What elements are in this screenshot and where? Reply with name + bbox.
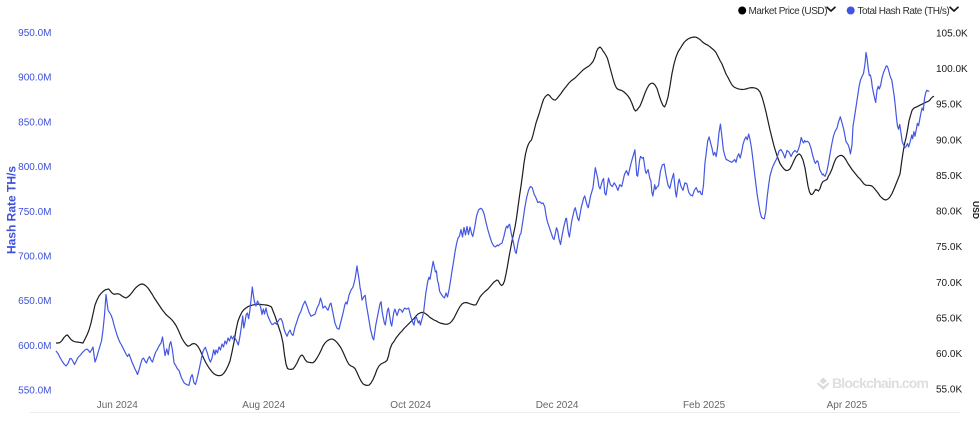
svg-text:Aug 2024: Aug 2024	[242, 400, 285, 411]
svg-text:65.0K: 65.0K	[936, 314, 962, 325]
svg-text:100.0K: 100.0K	[936, 64, 968, 75]
svg-text:105.0K: 105.0K	[936, 29, 968, 40]
svg-text:Jun 2024: Jun 2024	[97, 400, 139, 411]
svg-text:Feb 2025: Feb 2025	[683, 400, 726, 411]
svg-text:800.0M: 800.0M	[18, 162, 51, 173]
svg-text:USD: USD	[971, 201, 980, 219]
svg-text:95.0K: 95.0K	[936, 100, 962, 111]
svg-text:55.0K: 55.0K	[936, 385, 962, 396]
svg-text:85.0K: 85.0K	[936, 171, 962, 182]
svg-text:Apr 2025: Apr 2025	[827, 400, 868, 411]
svg-text:950.0M: 950.0M	[18, 28, 51, 39]
svg-text:Market Price (USD): Market Price (USD)	[749, 6, 828, 17]
svg-text:700.0M: 700.0M	[18, 251, 51, 262]
svg-text:Oct 2024: Oct 2024	[390, 400, 431, 411]
svg-text:Hash Rate TH/s: Hash Rate TH/s	[5, 166, 19, 254]
svg-text:900.0M: 900.0M	[18, 73, 51, 84]
svg-text:80.0K: 80.0K	[936, 207, 962, 218]
svg-text:75.0K: 75.0K	[936, 242, 962, 253]
svg-text:850.0M: 850.0M	[18, 117, 51, 128]
svg-text:Blockchain.com: Blockchain.com	[832, 375, 929, 391]
svg-text:70.0K: 70.0K	[936, 278, 962, 289]
svg-text:750.0M: 750.0M	[18, 207, 51, 218]
svg-text:60.0K: 60.0K	[936, 349, 962, 360]
svg-text:600.0M: 600.0M	[18, 341, 51, 352]
svg-text:90.0K: 90.0K	[936, 135, 962, 146]
svg-text:Dec 2024: Dec 2024	[536, 400, 579, 411]
svg-text:650.0M: 650.0M	[18, 296, 51, 307]
svg-text:Total Hash Rate (TH/s): Total Hash Rate (TH/s)	[858, 6, 950, 17]
svg-text:550.0M: 550.0M	[18, 386, 51, 397]
